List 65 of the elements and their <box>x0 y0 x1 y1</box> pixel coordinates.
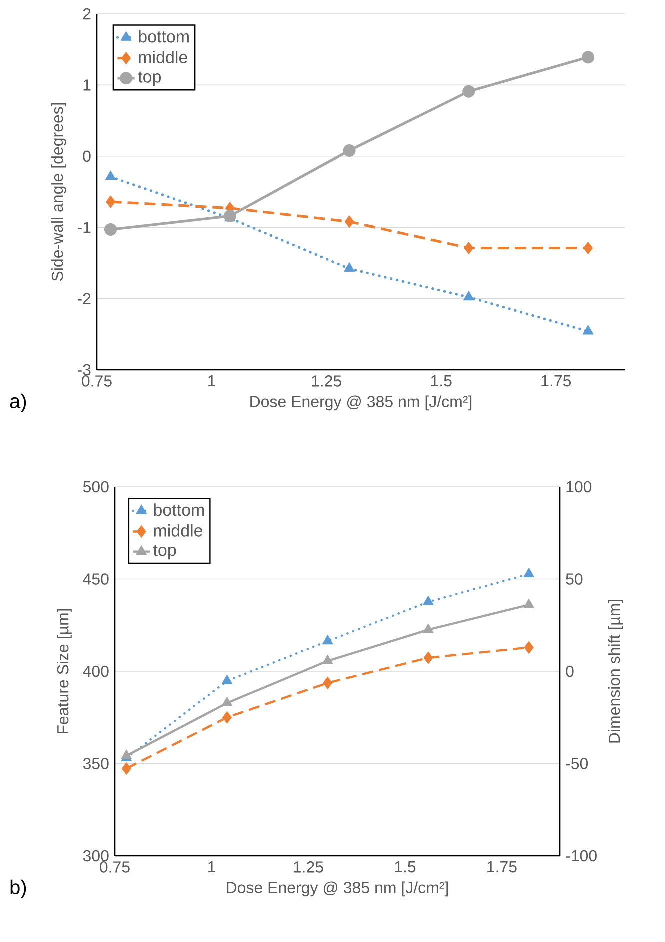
y2-axis-title: Dimension shift [µm] <box>608 600 624 743</box>
y2-tick-label: 0 <box>566 666 574 678</box>
point <box>222 711 232 724</box>
x-tick-label: 1.75 <box>542 376 572 387</box>
point <box>322 654 334 664</box>
point <box>463 291 474 301</box>
x-tick-label: 1.25 <box>294 862 324 873</box>
point <box>464 242 474 254</box>
y-axis-title: Feature Size [µm] <box>56 609 72 734</box>
y-tick-label: -2 <box>78 293 91 304</box>
y-tick-label: 2 <box>83 8 91 20</box>
x-tick-label: 1.5 <box>431 376 452 387</box>
y-tick-label: 500 <box>83 481 109 493</box>
point <box>222 674 233 684</box>
point <box>322 635 334 645</box>
point <box>582 325 594 335</box>
y2-tick-label: 50 <box>566 574 583 585</box>
y-axis-title: Side-wall angle [degrees] <box>51 103 66 282</box>
y2-tick-label: -100 <box>566 850 597 862</box>
y-tick-label: -3 <box>78 364 91 376</box>
y-tick-label: -1 <box>78 222 91 234</box>
point <box>344 216 354 228</box>
point <box>584 242 594 254</box>
legend-label: middle <box>154 524 203 537</box>
point <box>524 598 534 608</box>
point <box>122 762 132 775</box>
y-tick-label: 1 <box>84 80 91 91</box>
y2-tick-label: -50 <box>566 758 588 770</box>
legend-label: bottom <box>154 504 204 516</box>
x-tick-label: 1.25 <box>312 376 342 387</box>
legend-label: bottom <box>139 30 189 43</box>
point <box>524 568 534 578</box>
point <box>323 676 333 690</box>
point <box>462 85 476 98</box>
x-axis-title: Dose Energy @ 385 nm [J/cm²] <box>227 882 448 897</box>
point <box>344 262 355 272</box>
y-tick-label: 400 <box>83 666 109 678</box>
text: b) <box>10 880 26 898</box>
point <box>105 170 116 180</box>
y-tick-label: 350 <box>83 758 109 770</box>
y-tick-label: 450 <box>83 574 109 585</box>
x-tick-label: 1 <box>208 376 216 387</box>
x-axis-title: Dose Energy @ 385 nm [J/cm²] <box>250 396 472 411</box>
point <box>224 210 236 222</box>
point <box>422 624 434 634</box>
point <box>104 223 118 236</box>
point <box>422 596 434 606</box>
point <box>106 196 116 208</box>
point <box>343 144 356 157</box>
legend-label: top <box>153 545 176 560</box>
legend-label: top <box>138 72 162 86</box>
x-tick-label: 0.75 <box>82 376 112 387</box>
point <box>524 641 534 654</box>
x-tick-label: 1 <box>208 862 216 873</box>
y-tick-label: 300 <box>83 850 109 862</box>
y-tick-label: 0 <box>83 150 91 162</box>
point <box>222 696 233 706</box>
point <box>424 652 434 664</box>
legend-label: middle <box>139 51 188 64</box>
y2-tick-label: 100 <box>566 481 592 493</box>
x-tick-label: 1.5 <box>395 862 416 873</box>
text: a) <box>10 394 26 412</box>
x-tick-label: 1.75 <box>488 862 517 873</box>
x-tick-label: 0.75 <box>100 862 130 873</box>
point <box>582 51 595 64</box>
